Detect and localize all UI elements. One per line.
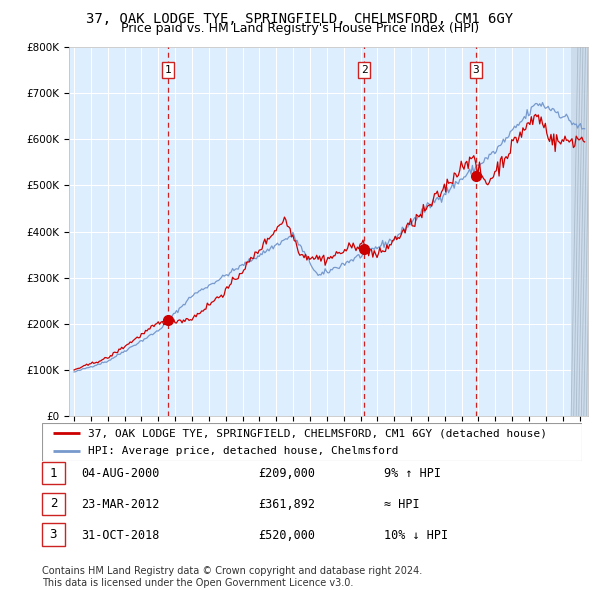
Text: 9% ↑ HPI: 9% ↑ HPI xyxy=(384,467,441,480)
Text: 04-AUG-2000: 04-AUG-2000 xyxy=(81,467,160,480)
Text: ≈ HPI: ≈ HPI xyxy=(384,498,419,511)
Text: Contains HM Land Registry data © Crown copyright and database right 2024.
This d: Contains HM Land Registry data © Crown c… xyxy=(42,566,422,588)
Text: 1: 1 xyxy=(165,65,172,76)
Text: £209,000: £209,000 xyxy=(258,467,315,480)
Text: 2: 2 xyxy=(50,497,57,510)
Text: £520,000: £520,000 xyxy=(258,529,315,542)
Text: 31-OCT-2018: 31-OCT-2018 xyxy=(81,529,160,542)
Text: 23-MAR-2012: 23-MAR-2012 xyxy=(81,498,160,511)
Text: HPI: Average price, detached house, Chelmsford: HPI: Average price, detached house, Chel… xyxy=(88,446,398,456)
Text: 3: 3 xyxy=(472,65,479,76)
Bar xyxy=(571,47,590,416)
Text: 37, OAK LODGE TYE, SPRINGFIELD, CHELMSFORD, CM1 6GY: 37, OAK LODGE TYE, SPRINGFIELD, CHELMSFO… xyxy=(86,12,514,26)
Text: £361,892: £361,892 xyxy=(258,498,315,511)
Text: 2: 2 xyxy=(361,65,368,76)
Text: 3: 3 xyxy=(50,528,57,541)
Text: 1: 1 xyxy=(50,467,57,480)
Text: 37, OAK LODGE TYE, SPRINGFIELD, CHELMSFORD, CM1 6GY (detached house): 37, OAK LODGE TYE, SPRINGFIELD, CHELMSFO… xyxy=(88,428,547,438)
Text: 10% ↓ HPI: 10% ↓ HPI xyxy=(384,529,448,542)
Text: Price paid vs. HM Land Registry's House Price Index (HPI): Price paid vs. HM Land Registry's House … xyxy=(121,22,479,35)
